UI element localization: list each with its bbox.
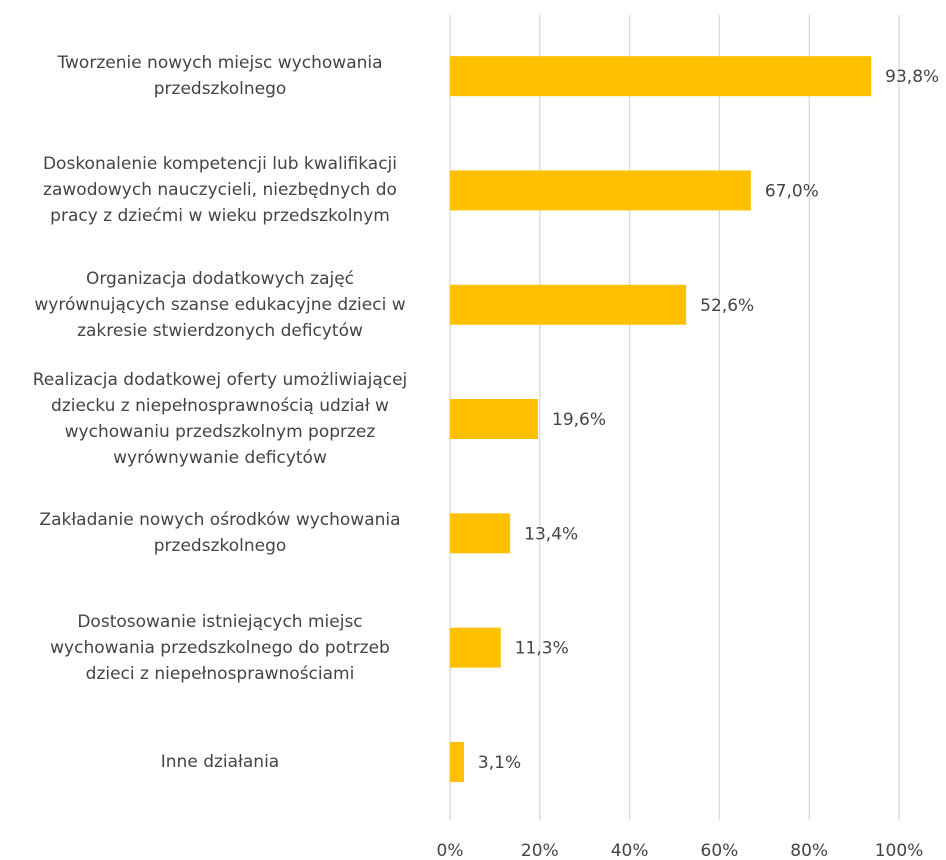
x-tick-label: 60%	[701, 841, 739, 860]
category-label: Organizacja dodatkowych zajęć wyrównując…	[34, 268, 406, 341]
category-label: Realizacja dodatkowej oferty umożliwiają…	[32, 370, 408, 469]
value-label: 3,1%	[478, 753, 521, 773]
value-label: 11,3%	[515, 639, 569, 659]
category-label: Tworzenie nowych miejsc wychowania przed…	[57, 53, 383, 100]
bar	[450, 56, 872, 97]
category-label: Dostosowanie istniejących miejsc wychowa…	[50, 611, 390, 684]
x-tick-label: 20%	[521, 841, 559, 860]
bar	[450, 399, 539, 440]
value-label: 13,4%	[524, 524, 578, 544]
value-label: 19,6%	[552, 410, 606, 430]
value-label: 52,6%	[700, 296, 754, 316]
category-label: Inne działania	[160, 751, 280, 772]
category-label: Zakładanie nowych ośrodków wychowania pr…	[39, 510, 401, 557]
bar	[450, 741, 464, 782]
category-label: Doskonalenie kompetencji lub kwalifikacj…	[42, 154, 398, 227]
x-tick-label: 100%	[875, 841, 924, 860]
bar	[450, 627, 501, 668]
value-label: 93,8%	[885, 67, 939, 87]
x-tick-label: 40%	[611, 841, 649, 860]
x-tick-label: 0%	[437, 841, 464, 860]
bar	[450, 284, 687, 325]
bar	[450, 170, 751, 211]
bar	[450, 513, 511, 554]
x-tick-label: 80%	[790, 841, 828, 860]
value-label: 67,0%	[765, 181, 819, 201]
